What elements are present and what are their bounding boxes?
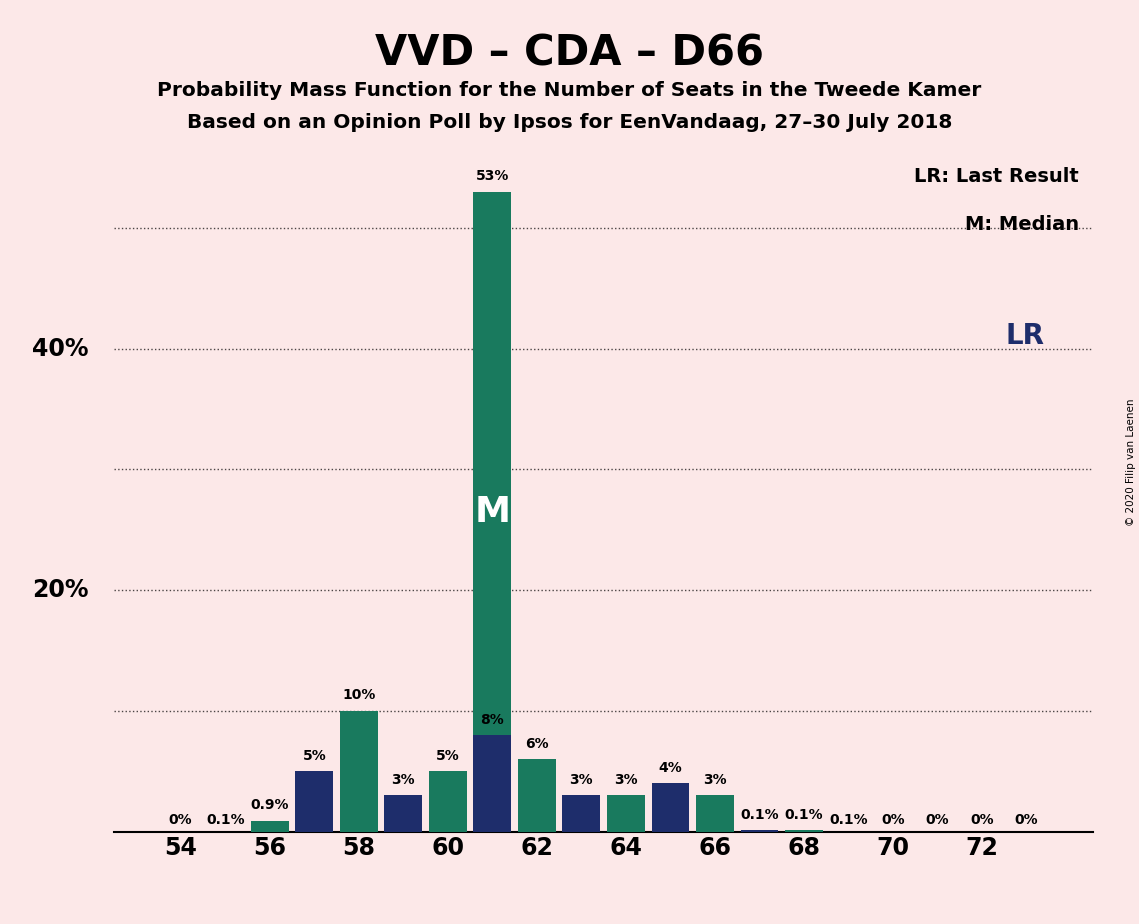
Bar	[518, 760, 556, 832]
Text: LR: Last Result: LR: Last Result	[913, 167, 1079, 187]
Bar	[251, 821, 288, 832]
Bar	[295, 772, 334, 832]
Text: 0%: 0%	[970, 813, 994, 827]
Bar	[429, 772, 467, 832]
Text: 10%: 10%	[342, 688, 376, 702]
Text: 0.1%: 0.1%	[740, 808, 779, 822]
Text: 0.1%: 0.1%	[829, 813, 868, 827]
Text: M: M	[474, 494, 510, 529]
Bar	[563, 796, 600, 832]
Text: 6%: 6%	[525, 736, 549, 750]
Bar	[785, 831, 823, 832]
Text: 8%: 8%	[481, 712, 505, 726]
Text: 4%: 4%	[658, 760, 682, 775]
Text: 20%: 20%	[32, 578, 89, 602]
Text: 0.1%: 0.1%	[785, 808, 823, 822]
Text: 0%: 0%	[926, 813, 950, 827]
Text: 0.9%: 0.9%	[251, 798, 289, 812]
Text: M: Median: M: Median	[965, 215, 1079, 235]
Bar	[339, 711, 378, 832]
Text: 53%: 53%	[476, 169, 509, 183]
Text: 0%: 0%	[1015, 813, 1039, 827]
Text: 3%: 3%	[703, 772, 727, 787]
Text: 0%: 0%	[169, 813, 192, 827]
Text: 40%: 40%	[32, 336, 89, 360]
Bar	[474, 191, 511, 832]
Text: Probability Mass Function for the Number of Seats in the Tweede Kamer: Probability Mass Function for the Number…	[157, 81, 982, 101]
Text: © 2020 Filip van Laenen: © 2020 Filip van Laenen	[1125, 398, 1136, 526]
Bar	[607, 796, 645, 832]
Text: LR: LR	[1006, 322, 1044, 350]
Bar	[740, 831, 778, 832]
Bar	[696, 796, 734, 832]
Text: 5%: 5%	[302, 748, 326, 763]
Text: 3%: 3%	[570, 772, 593, 787]
Text: 5%: 5%	[436, 748, 460, 763]
Text: VVD – CDA – D66: VVD – CDA – D66	[375, 32, 764, 74]
Bar	[652, 784, 689, 832]
Bar	[474, 735, 511, 832]
Text: Based on an Opinion Poll by Ipsos for EenVandaag, 27–30 July 2018: Based on an Opinion Poll by Ipsos for Ee…	[187, 113, 952, 132]
Text: 0%: 0%	[882, 813, 904, 827]
Text: 3%: 3%	[614, 772, 638, 787]
Text: 0.1%: 0.1%	[206, 813, 245, 827]
Text: 3%: 3%	[392, 772, 415, 787]
Bar	[384, 796, 423, 832]
